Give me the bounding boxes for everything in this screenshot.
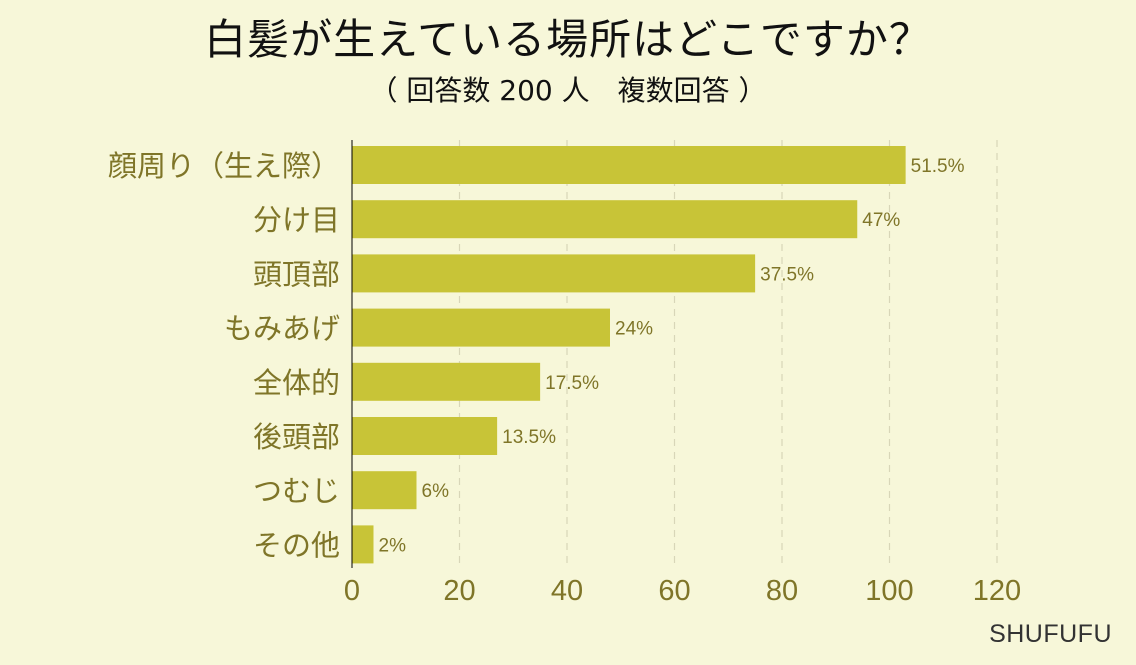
bar <box>352 417 498 455</box>
category-label: その他 <box>253 528 340 562</box>
x-tick-label: 0 <box>344 575 360 607</box>
data-label: 24% <box>615 319 653 340</box>
category-label: 顔周り（生え際） <box>108 149 340 183</box>
x-tick-label: 40 <box>551 575 583 607</box>
category-label: 全体的 <box>253 366 340 400</box>
x-tick-label: 80 <box>766 575 798 607</box>
category-label: もみあげ <box>224 312 340 346</box>
data-label: 47% <box>862 210 900 231</box>
bar <box>352 200 858 239</box>
category-label: 分け目 <box>253 203 340 237</box>
category-label: つむじ <box>253 474 340 508</box>
credit-text: SHUFUFU <box>989 620 1112 648</box>
category-label: 頭頂部 <box>253 257 340 291</box>
bar <box>352 254 756 293</box>
bar <box>352 525 374 564</box>
bar <box>352 308 610 347</box>
x-tick-label: 100 <box>865 575 913 607</box>
bar <box>352 362 541 401</box>
data-label: 37.5% <box>760 264 814 285</box>
data-label: 6% <box>422 481 450 502</box>
x-tick-label: 120 <box>973 575 1021 607</box>
data-label: 17.5% <box>545 373 599 394</box>
x-tick-label: 20 <box>443 575 475 607</box>
data-label: 51.5% <box>911 156 965 177</box>
data-label: 13.5% <box>502 427 556 448</box>
bar <box>352 471 417 510</box>
chart-title: 白髪が生えている場所はどこですか？ <box>204 15 932 64</box>
category-label: 後頭部 <box>253 420 340 454</box>
bar <box>352 146 906 184</box>
x-tick-label: 60 <box>658 575 690 607</box>
chart-subtitle: （ 回答数 200 人 複数回答 ） <box>369 74 767 107</box>
data-label: 2% <box>379 535 407 556</box>
